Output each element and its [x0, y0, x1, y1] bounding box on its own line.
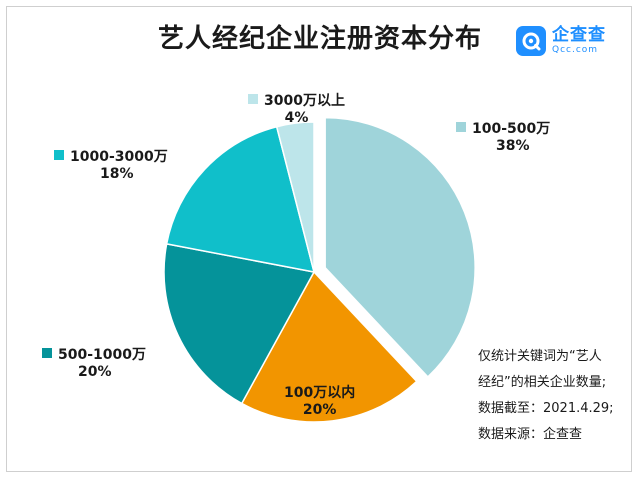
footnote-line-3: 数据截至：2021.4.29; [478, 401, 614, 416]
chart-frame [6, 6, 632, 472]
footnote-line-2: 经纪”的相关企业数量; [478, 375, 607, 390]
footnote: 仅统计关键词为“艺人 经纪”的相关企业数量; 数据截至：2021.4.29; 数… [478, 344, 628, 448]
footnote-line-1: 仅统计关键词为“艺人 [478, 349, 602, 364]
label-3000-plus-name: 3000万以上 [264, 93, 345, 109]
qcc-logo-icon [516, 26, 546, 56]
label-100-500-name: 100-500万 [472, 121, 551, 137]
slice-under-100 [240, 270, 418, 423]
label-under-100: 100万以内 20% [284, 382, 355, 418]
qcc-logo: 企查查 Qcc.com [516, 24, 606, 58]
label-1000-3000-name: 1000-3000万 [70, 149, 168, 165]
slice-1000-3000 [165, 125, 316, 273]
label-100-500: 100-500万 38% [456, 118, 550, 154]
label-1000-3000: 1000-3000万 18% [54, 146, 168, 182]
label-under-100-name: 100万以内 [284, 385, 356, 401]
label-500-1000-pct: 20% [78, 364, 112, 380]
label-500-1000: 500-1000万 20% [42, 344, 146, 380]
legend-swatch [456, 122, 466, 132]
chart-title: 艺人经纪企业注册资本分布 [157, 24, 482, 54]
label-3000-plus-pct: 4% [284, 110, 309, 126]
label-1000-3000-pct: 18% [100, 166, 134, 182]
qcc-logo-main-text: 企查查 [552, 25, 606, 45]
footnote-line-4: 数据来源：企查查 [478, 427, 583, 442]
legend-swatch [54, 150, 64, 160]
label-500-1000-name: 500-1000万 [58, 347, 146, 363]
legend-swatch [248, 94, 258, 104]
qcc-logo-sub-text: Qcc.com [552, 45, 599, 55]
label-100-500-pct: 38% [496, 138, 530, 154]
label-under-100-pct: 20% [302, 402, 337, 418]
slice-100-500 [324, 116, 476, 378]
slice-3000-plus [275, 121, 315, 273]
legend-swatch [42, 348, 52, 358]
slice-500-1000 [163, 243, 316, 405]
label-3000-plus: 3000万以上 4% [248, 90, 345, 126]
